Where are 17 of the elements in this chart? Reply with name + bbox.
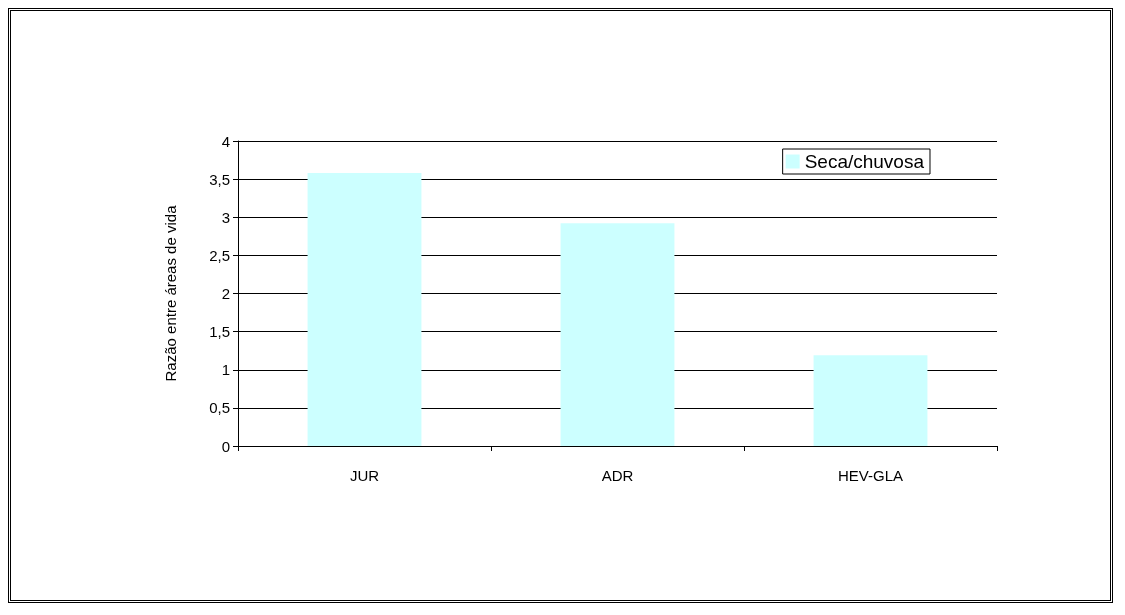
- y-tick-label: 3,5: [209, 170, 230, 188]
- y-axis-title: Razão entre áreas de vida: [162, 204, 179, 382]
- y-tick-label: 0: [221, 437, 230, 455]
- x-tick-label: HEV-GLA: [837, 467, 904, 484]
- y-tick-label: 0,5: [209, 399, 230, 417]
- bar: [560, 223, 675, 446]
- bar: [813, 355, 928, 446]
- y-tick-label: 1,5: [209, 323, 230, 341]
- x-tick-label: ADR: [601, 467, 634, 484]
- bar: [307, 173, 422, 446]
- x-tick-label: JUR: [349, 467, 380, 484]
- y-tick-label: 2,5: [209, 246, 230, 264]
- y-tick-label: 3: [221, 208, 230, 226]
- y-tick-label: 1: [221, 361, 230, 379]
- legend-label: Seca/chuvosa: [804, 151, 925, 172]
- y-tick-label: 2: [221, 285, 230, 302]
- y-tick-label: 4: [221, 132, 230, 150]
